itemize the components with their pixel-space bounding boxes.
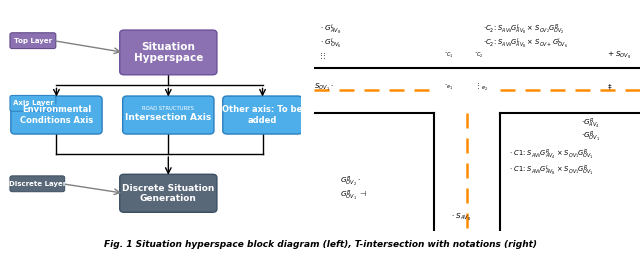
FancyBboxPatch shape xyxy=(120,30,217,75)
FancyBboxPatch shape xyxy=(120,174,217,212)
Text: Situation
Hyperspace: Situation Hyperspace xyxy=(134,42,203,63)
Text: $\cdot$ $S_{AV_8}$: $\cdot$ $S_{AV_8}$ xyxy=(451,212,471,223)
Text: $\cdot C_2$: $S_{AV_8}G^L_{AV_8}$ $\times$ $S_{OV+}G^L_{OV_6}$: $\cdot C_2$: $S_{AV_8}G^L_{AV_8}$ $\time… xyxy=(483,36,568,51)
Text: $\vdots$: $\vdots$ xyxy=(320,51,326,61)
Text: $\cdot$ $C1$: $S_{AV_0}G^R_{AV_4}$ $\times$ $S_{OV_1}G^R_{OV_1}$: $\cdot$ $C1$: $S_{AV_0}G^R_{AV_4}$ $\tim… xyxy=(509,148,594,162)
Text: $S_{OV_1}$ $\cdot$: $S_{OV_1}$ $\cdot$ xyxy=(314,81,334,93)
Text: $\cdot$ $C1$: $S_{AV_8}G^L_{AV_8}$ $\times$ $S_{OV_1}G^R_{OV_1}$: $\cdot$ $C1$: $S_{AV_8}G^L_{AV_8}$ $\tim… xyxy=(509,164,594,178)
Text: $\cdot_{C_2}$: $\cdot_{C_2}$ xyxy=(474,51,483,60)
Text: $\cdot G^R_{AV_4}$: $\cdot G^R_{AV_4}$ xyxy=(581,117,600,131)
Text: Discrete Layer: Discrete Layer xyxy=(9,181,66,187)
Text: Discrete Situation
Generation: Discrete Situation Generation xyxy=(122,183,214,203)
Text: $\vdots$: $\vdots$ xyxy=(317,51,323,61)
Text: ROAD STRUCTURES: ROAD STRUCTURES xyxy=(142,106,195,111)
Text: Axis Layer: Axis Layer xyxy=(13,100,53,106)
FancyBboxPatch shape xyxy=(10,33,56,49)
Text: $\cdot_{e_1}$: $\cdot_{e_1}$ xyxy=(444,82,453,91)
FancyBboxPatch shape xyxy=(10,176,65,192)
Text: $\ddagger$: $\ddagger$ xyxy=(607,82,613,91)
Text: $G^B_{OV_2}$ $\cdot$: $G^B_{OV_2}$ $\cdot$ xyxy=(340,175,361,189)
Text: Other axis: To be
added: Other axis: To be added xyxy=(223,105,303,125)
Text: $\cdot$ $G^L_{OV_6}$: $\cdot$ $G^L_{OV_6}$ xyxy=(320,36,342,51)
FancyBboxPatch shape xyxy=(11,96,102,134)
Text: Environmental
Conditions Axis: Environmental Conditions Axis xyxy=(20,105,93,125)
Text: Fig. 1 Situation hyperspace block diagram (left), T-intersection with notations : Fig. 1 Situation hyperspace block diagra… xyxy=(104,240,536,249)
Text: Intersection Axis: Intersection Axis xyxy=(125,113,211,122)
Text: $\cdot$ $G^L_{AV_8}$: $\cdot$ $G^L_{AV_8}$ xyxy=(320,23,341,37)
FancyBboxPatch shape xyxy=(10,95,56,111)
FancyBboxPatch shape xyxy=(123,96,214,134)
Text: Top Layer: Top Layer xyxy=(14,38,52,44)
Text: $\cdot C_2$: $S_{AV_8}G^L_{AV_8}$ $\times$ $S_{OV_2}G^B_{OV_2}$: $\cdot C_2$: $S_{AV_8}G^L_{AV_8}$ $\time… xyxy=(483,23,564,37)
Text: $G^B_{OV_1}$ $\dashv$: $G^B_{OV_1}$ $\dashv$ xyxy=(340,188,367,203)
Text: $\vdots_{e_2}$: $\vdots_{e_2}$ xyxy=(474,81,488,93)
Text: $+$ $S_{OV_8}$: $+$ $S_{OV_8}$ xyxy=(607,50,632,61)
Text: $\cdot_{C_1}$: $\cdot_{C_1}$ xyxy=(444,51,454,60)
FancyBboxPatch shape xyxy=(223,96,302,134)
Text: $\cdot G^R_{OV_1}$: $\cdot G^R_{OV_1}$ xyxy=(581,130,600,144)
